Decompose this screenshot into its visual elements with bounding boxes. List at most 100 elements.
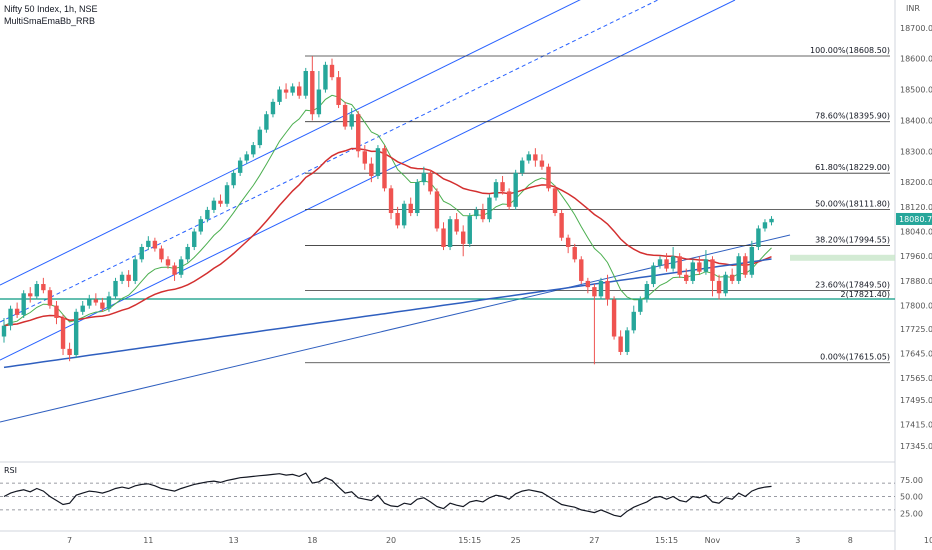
candle-body bbox=[329, 64, 335, 78]
candle-body bbox=[54, 305, 59, 318]
price-axis-label: 18700.00 bbox=[900, 24, 932, 33]
candle-body bbox=[34, 284, 39, 297]
candle-body bbox=[441, 228, 446, 247]
candle-body bbox=[533, 154, 538, 161]
candle-body bbox=[467, 216, 472, 244]
candle-body bbox=[297, 86, 302, 96]
candle-body bbox=[192, 231, 197, 247]
candle-body bbox=[736, 256, 741, 281]
candle-body bbox=[165, 259, 171, 266]
candle-body bbox=[447, 219, 453, 247]
candle-body bbox=[684, 274, 689, 281]
candle-body bbox=[677, 256, 682, 275]
candle-body bbox=[277, 89, 282, 102]
candle-body bbox=[172, 265, 177, 275]
price-axis-label: 18600.00 bbox=[900, 55, 932, 64]
candle-body bbox=[579, 259, 584, 281]
time-axis-label: 15:15 bbox=[655, 536, 678, 545]
candle-body bbox=[651, 265, 656, 285]
rsi-axis-label: 75.00 bbox=[900, 476, 923, 485]
candle-body bbox=[408, 203, 413, 214]
candle-body bbox=[336, 77, 341, 105]
candle-body bbox=[152, 240, 158, 249]
candle-body bbox=[605, 280, 610, 300]
indicator-name: MultiSmaEmaBb_RRB bbox=[4, 16, 96, 26]
candle-body bbox=[552, 188, 558, 214]
candle-body bbox=[369, 163, 374, 176]
support-level-label: 2(17821.40) bbox=[840, 290, 890, 299]
price-axis-label: 17725.00 bbox=[900, 325, 932, 334]
candle-body bbox=[323, 64, 328, 90]
candle-body bbox=[434, 191, 440, 229]
candle-body bbox=[487, 197, 492, 220]
candle-body bbox=[237, 160, 243, 173]
fib-level-label: 78.60%(18395.90) bbox=[815, 112, 890, 121]
candle-body bbox=[133, 259, 138, 281]
candle-body bbox=[87, 299, 92, 306]
price-axis-label: 17415.00 bbox=[900, 420, 932, 429]
ma-green-line bbox=[3, 94, 772, 327]
candle-body bbox=[500, 182, 505, 192]
candle-body bbox=[100, 302, 105, 309]
rsi-line bbox=[3, 472, 772, 518]
candle-body bbox=[769, 218, 774, 223]
fib-level-label: 50.00%(18111.80) bbox=[815, 199, 890, 208]
time-axis-label: 11 bbox=[143, 536, 153, 545]
fib-level-label: 23.60%(17849.50) bbox=[815, 280, 890, 289]
candle-body bbox=[60, 317, 66, 349]
time-axis-label: 20 bbox=[386, 536, 396, 545]
candle-body bbox=[126, 274, 131, 281]
candle-body bbox=[231, 172, 236, 186]
candle-body bbox=[14, 308, 20, 315]
channel-lower-line bbox=[0, 0, 736, 361]
price-axis-label: 18040.00 bbox=[900, 228, 932, 237]
candle-body bbox=[119, 274, 125, 281]
price-axis-label: 17495.00 bbox=[900, 396, 932, 405]
time-axis-label: 27 bbox=[589, 536, 599, 545]
candle-body bbox=[723, 274, 728, 294]
candle-body bbox=[474, 209, 479, 217]
long-trend-line bbox=[0, 234, 791, 423]
candle-body bbox=[185, 246, 190, 260]
candle-body bbox=[264, 114, 269, 130]
candle-body bbox=[506, 191, 512, 207]
candle-body bbox=[513, 172, 518, 207]
candle-body bbox=[47, 290, 53, 306]
candle-body bbox=[178, 259, 184, 275]
ema-red-line bbox=[3, 147, 772, 327]
candle-body bbox=[362, 151, 367, 164]
channel-upper-line bbox=[0, 0, 581, 286]
fib-level-label: 0.00%(17615.05) bbox=[820, 353, 890, 362]
candle-body bbox=[631, 311, 636, 331]
candle-body bbox=[480, 209, 486, 220]
candle-body bbox=[716, 280, 722, 294]
candle-body bbox=[592, 287, 597, 297]
price-axis-label: 18500.00 bbox=[900, 86, 932, 95]
candle-body bbox=[28, 293, 33, 297]
price-axis-label: 18120.00 bbox=[900, 203, 932, 212]
candle-body bbox=[401, 203, 407, 226]
candle-body bbox=[756, 228, 761, 247]
fib-level-label: 38.20%(17994.55) bbox=[815, 236, 890, 245]
time-axis-label: Nov bbox=[705, 536, 721, 545]
candle-body bbox=[539, 160, 545, 167]
candle-body bbox=[565, 237, 571, 247]
candle-body bbox=[690, 262, 695, 281]
fib-level-label: 100.00%(18608.50) bbox=[810, 46, 890, 55]
rsi-axis-label: 50.00 bbox=[900, 493, 923, 502]
candle-body bbox=[93, 299, 99, 303]
candle-body bbox=[611, 299, 617, 337]
candle-body bbox=[310, 71, 315, 115]
candle-body bbox=[743, 256, 748, 275]
candle-body bbox=[73, 311, 79, 356]
candle-body bbox=[270, 101, 276, 115]
candle-body bbox=[205, 209, 210, 220]
candle-body bbox=[657, 259, 663, 266]
candle-body bbox=[638, 299, 643, 312]
candle-body bbox=[664, 259, 669, 269]
symbol-title: Nifty 50 Index, 1h, NSE bbox=[4, 4, 98, 14]
current-price-label: 18080.70 bbox=[899, 215, 932, 224]
candle-body bbox=[1, 325, 7, 337]
candle-body bbox=[41, 284, 46, 291]
